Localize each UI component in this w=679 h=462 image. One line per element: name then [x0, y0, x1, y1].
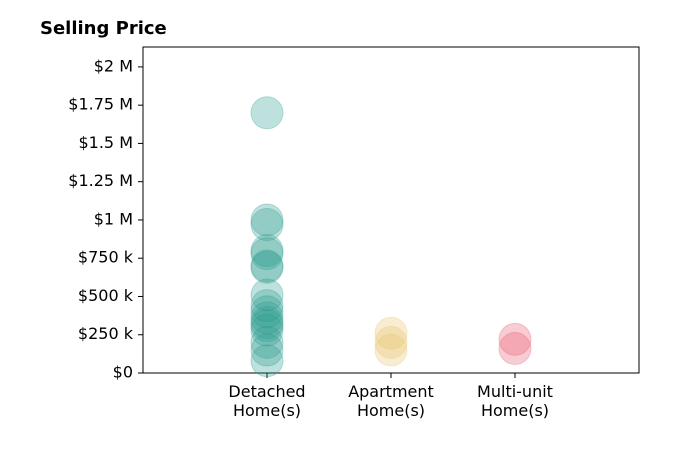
point: [374, 325, 408, 359]
point: [498, 322, 532, 356]
point: [250, 295, 284, 329]
point: [250, 249, 284, 283]
x-tick-label: Multi-unit Home(s): [477, 382, 553, 420]
point: [374, 316, 408, 350]
y-tick-label: $0: [113, 363, 133, 382]
y-tick-label: $1.25 M: [68, 171, 133, 190]
point: [250, 305, 284, 339]
y-tick-label: $1 M: [94, 209, 133, 228]
point: [250, 309, 284, 343]
x-tick-label: Apartment Home(s): [348, 382, 434, 420]
point: [250, 208, 284, 242]
point: [250, 250, 284, 284]
point: [250, 96, 284, 130]
point: [250, 325, 284, 359]
y-tick-label: $250 k: [78, 324, 134, 343]
point: [498, 332, 532, 366]
chart-title: Selling Price: [40, 18, 167, 39]
y-tick-label: $1.5 M: [78, 133, 133, 152]
point: [250, 234, 284, 268]
point: [250, 289, 284, 323]
y-tick-label: $500 k: [78, 286, 134, 305]
y-tick-label: $750 k: [78, 248, 134, 267]
y-tick-label: $2 M: [94, 56, 133, 75]
point: [250, 278, 284, 312]
point: [374, 333, 408, 367]
point: [250, 301, 284, 335]
point: [250, 333, 284, 367]
point: [250, 313, 284, 347]
point: [250, 203, 284, 237]
x-tick-label: Detached Home(s): [228, 382, 306, 420]
point: [250, 237, 284, 271]
point: [250, 344, 284, 378]
y-tick-label: $1.75 M: [68, 95, 133, 114]
